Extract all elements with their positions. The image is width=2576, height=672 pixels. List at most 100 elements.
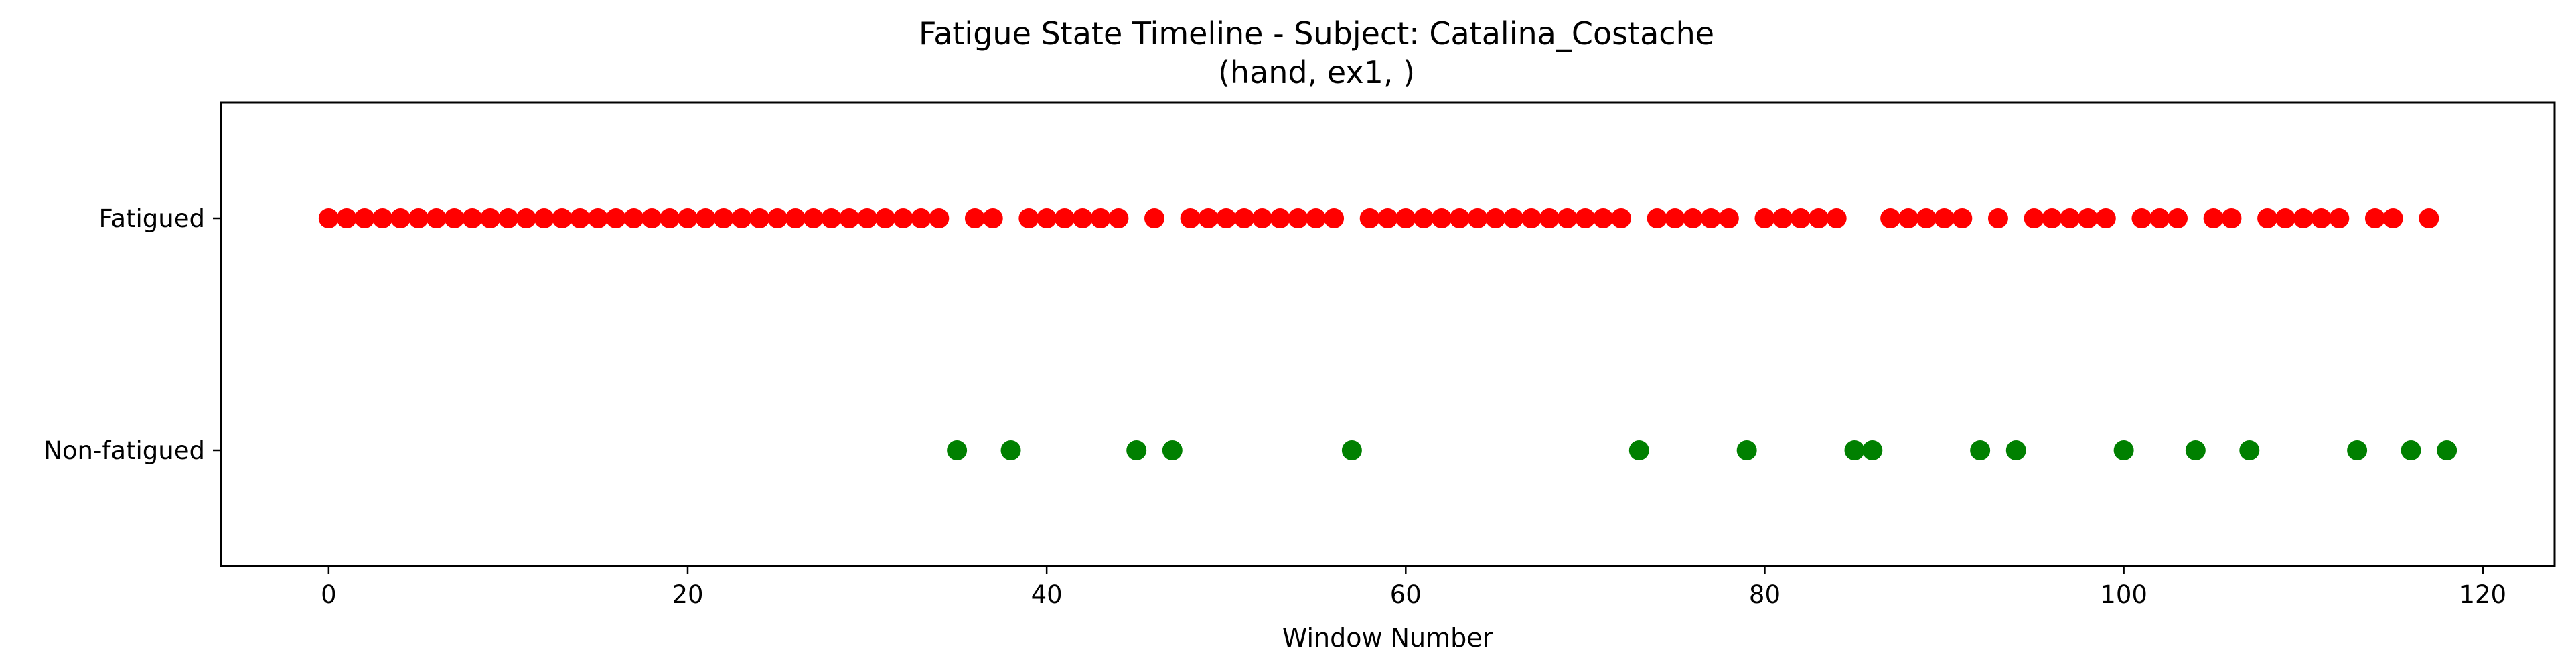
data-point-0-72 (1611, 208, 1631, 228)
data-point-0-11 (516, 208, 536, 228)
data-point-1-73 (1628, 440, 1649, 460)
data-point-0-40 (1037, 208, 1057, 228)
data-point-0-15 (587, 208, 608, 228)
data-point-1-92 (1970, 440, 1991, 460)
data-point-0-71 (1593, 208, 1614, 228)
data-point-0-34 (929, 208, 950, 228)
data-point-0-32 (893, 208, 913, 228)
data-point-0-33 (911, 208, 931, 228)
data-point-0-1 (336, 208, 357, 228)
data-point-0-101 (2131, 208, 2152, 228)
data-point-1-118 (2437, 440, 2457, 460)
data-point-0-75 (1665, 208, 1685, 228)
data-point-0-21 (695, 208, 716, 228)
data-point-0-29 (839, 208, 860, 228)
data-point-0-74 (1647, 208, 1667, 228)
data-point-1-100 (2113, 440, 2134, 460)
data-point-0-52 (1252, 208, 1272, 228)
data-point-0-0 (318, 208, 339, 228)
data-point-0-7 (444, 208, 465, 228)
data-point-0-42 (1072, 208, 1093, 228)
data-point-0-84 (1826, 208, 1847, 228)
data-point-0-114 (2364, 208, 2385, 228)
data-point-0-109 (2275, 208, 2295, 228)
data-point-0-20 (678, 208, 698, 228)
data-point-0-25 (767, 208, 788, 228)
data-point-0-98 (2078, 208, 2098, 228)
y-tick-label: Fatigued (98, 204, 205, 233)
data-point-0-13 (552, 208, 573, 228)
data-point-0-39 (1018, 208, 1039, 228)
y-tick-label: Non-fatigued (44, 436, 205, 465)
data-point-0-78 (1718, 208, 1739, 228)
data-point-0-88 (1898, 208, 1918, 228)
x-tick-label: 20 (672, 580, 703, 609)
data-point-0-8 (462, 208, 483, 228)
y-axis-ticks: Fatigued Non-fatigued (44, 204, 221, 465)
data-point-0-70 (1575, 208, 1596, 228)
data-point-0-58 (1359, 208, 1380, 228)
data-point-1-107 (2239, 440, 2260, 460)
x-axis-label: Window Number (1282, 623, 1493, 653)
data-point-0-31 (875, 208, 895, 228)
data-point-0-17 (623, 208, 644, 228)
data-points (318, 208, 2457, 460)
data-point-0-83 (1808, 208, 1829, 228)
data-point-0-62 (1431, 208, 1452, 228)
data-point-1-86 (1862, 440, 1883, 460)
data-point-1-113 (2347, 440, 2368, 460)
data-point-0-30 (857, 208, 878, 228)
data-point-0-16 (605, 208, 626, 228)
data-point-0-22 (713, 208, 734, 228)
data-point-0-103 (2168, 208, 2188, 228)
data-point-0-24 (749, 208, 770, 228)
data-point-0-46 (1144, 208, 1164, 228)
data-point-0-90 (1934, 208, 1955, 228)
data-point-0-37 (982, 208, 1003, 228)
data-point-0-4 (390, 208, 411, 228)
data-point-1-45 (1126, 440, 1147, 460)
data-point-0-53 (1270, 208, 1290, 228)
data-point-0-14 (570, 208, 591, 228)
plot-frame (220, 101, 2556, 567)
data-point-0-48 (1180, 208, 1201, 228)
x-tick-label: 0 (321, 580, 337, 609)
data-point-1-104 (2185, 440, 2206, 460)
data-point-0-81 (1772, 208, 1793, 228)
data-point-1-116 (2401, 440, 2421, 460)
data-point-0-102 (2149, 208, 2170, 228)
data-point-0-61 (1414, 208, 1434, 228)
data-point-0-50 (1216, 208, 1237, 228)
data-point-0-93 (1987, 208, 2008, 228)
data-point-0-108 (2257, 208, 2278, 228)
data-point-0-44 (1108, 208, 1129, 228)
data-point-0-117 (2419, 208, 2439, 228)
data-point-1-57 (1341, 440, 1362, 460)
data-point-0-80 (1754, 208, 1775, 228)
data-point-0-77 (1701, 208, 1722, 228)
data-point-0-97 (2060, 208, 2080, 228)
data-point-0-41 (1054, 208, 1075, 228)
data-point-0-106 (2221, 208, 2242, 228)
data-point-0-10 (498, 208, 518, 228)
data-point-0-112 (2329, 208, 2350, 228)
x-axis-ticks: 0 20 40 60 80 100 120 (321, 566, 2506, 609)
data-point-0-115 (2382, 208, 2403, 228)
chart-title: Fatigue State Timeline - Subject: Catali… (919, 15, 1714, 52)
x-tick-label: 80 (1749, 580, 1781, 609)
data-point-0-64 (1467, 208, 1488, 228)
x-tick-label: 100 (2100, 580, 2147, 609)
data-point-1-38 (1000, 440, 1021, 460)
data-point-0-56 (1324, 208, 1345, 228)
x-tick-label: 40 (1031, 580, 1063, 609)
data-point-0-96 (2042, 208, 2062, 228)
data-point-0-43 (1090, 208, 1111, 228)
data-point-0-68 (1539, 208, 1560, 228)
data-point-0-26 (785, 208, 806, 228)
data-point-0-9 (480, 208, 501, 228)
data-point-0-3 (372, 208, 393, 228)
data-point-0-60 (1395, 208, 1416, 228)
x-tick-label: 120 (2459, 580, 2506, 609)
